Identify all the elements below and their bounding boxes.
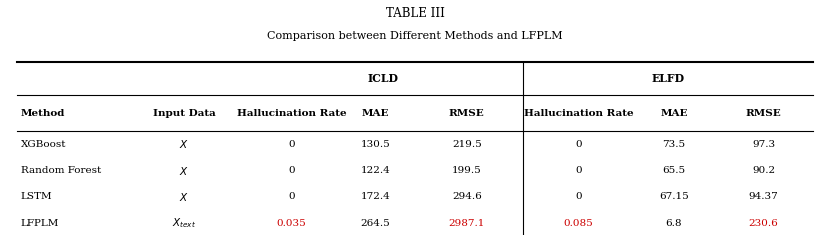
Text: 0: 0 <box>288 166 295 175</box>
Text: 122.4: 122.4 <box>360 166 390 175</box>
Text: LSTM: LSTM <box>21 192 52 201</box>
Text: ELFD: ELFD <box>652 73 685 84</box>
Text: 6.8: 6.8 <box>666 219 682 228</box>
Text: 0: 0 <box>288 192 295 201</box>
Text: Hallucination Rate: Hallucination Rate <box>524 109 633 118</box>
Text: 172.4: 172.4 <box>360 192 390 201</box>
Text: $X_{text}$: $X_{text}$ <box>172 216 196 230</box>
Text: ICLD: ICLD <box>368 73 398 84</box>
Text: Method: Method <box>21 109 65 118</box>
Text: RMSE: RMSE <box>449 109 485 118</box>
Text: 67.15: 67.15 <box>659 192 689 201</box>
Text: 90.2: 90.2 <box>752 166 775 175</box>
Text: MAE: MAE <box>361 109 389 118</box>
Text: 0: 0 <box>575 140 582 149</box>
Text: 0: 0 <box>288 140 295 149</box>
Text: Comparison between Different Methods and LFPLM: Comparison between Different Methods and… <box>267 31 563 41</box>
Text: 97.3: 97.3 <box>752 140 775 149</box>
Text: 199.5: 199.5 <box>452 166 481 175</box>
Text: 0: 0 <box>575 192 582 201</box>
Text: 219.5: 219.5 <box>452 140 481 149</box>
Text: RMSE: RMSE <box>745 109 782 118</box>
Text: 0.085: 0.085 <box>564 219 593 228</box>
Text: Input Data: Input Data <box>153 109 215 118</box>
Text: $X$: $X$ <box>179 164 188 177</box>
Text: 0.035: 0.035 <box>276 219 306 228</box>
Text: MAE: MAE <box>660 109 688 118</box>
Text: 0: 0 <box>575 166 582 175</box>
Text: Random Forest: Random Forest <box>21 166 100 175</box>
Text: 230.6: 230.6 <box>749 219 779 228</box>
Text: 65.5: 65.5 <box>662 166 686 175</box>
Text: $X$: $X$ <box>179 138 188 150</box>
Text: 130.5: 130.5 <box>360 140 390 149</box>
Text: Hallucination Rate: Hallucination Rate <box>237 109 346 118</box>
Text: TABLE III: TABLE III <box>386 7 444 20</box>
Text: $X$: $X$ <box>179 191 188 203</box>
Text: 2987.1: 2987.1 <box>448 219 485 228</box>
Text: 294.6: 294.6 <box>452 192 481 201</box>
Text: LFPLM: LFPLM <box>21 219 59 228</box>
Text: 94.37: 94.37 <box>749 192 779 201</box>
Text: 264.5: 264.5 <box>360 219 390 228</box>
Text: 73.5: 73.5 <box>662 140 686 149</box>
Text: XGBoost: XGBoost <box>21 140 66 149</box>
